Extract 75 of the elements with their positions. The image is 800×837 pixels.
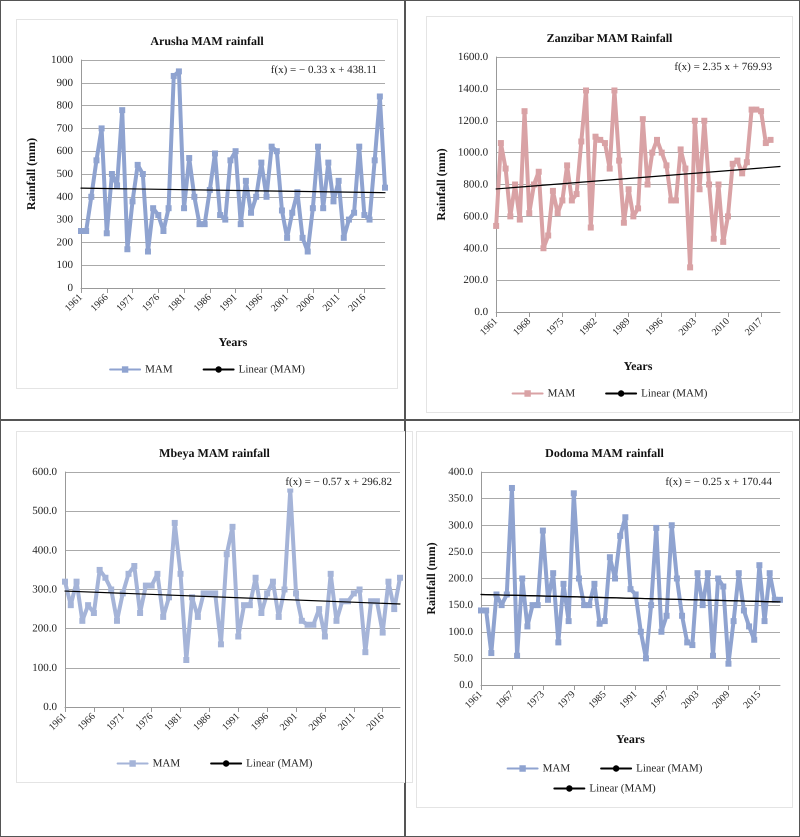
- x-tick-label: 2001: [269, 292, 291, 314]
- legend-label: Linear (MAM): [238, 364, 306, 376]
- x-axis-title: Years: [616, 732, 646, 746]
- y-tick-label: 100.0: [448, 626, 474, 638]
- x-tick-label: 2001: [278, 711, 300, 734]
- y-tick-label: 300.0: [448, 519, 474, 532]
- y-tick-label: 200.0: [463, 274, 489, 286]
- y-tick-label: 1400.0: [458, 82, 489, 95]
- x-tick-label: 2011: [336, 711, 358, 733]
- x-tick-label: 2011: [320, 292, 343, 314]
- y-tick-label: 0.0: [459, 679, 474, 691]
- y-tick-label: 600: [56, 145, 74, 158]
- legend-label: Linear (MAM): [636, 762, 703, 774]
- legend-label: MAM: [542, 762, 570, 774]
- y-axis-title: Rainfall (mm): [424, 542, 438, 615]
- y-tick-label: 600.0: [463, 210, 489, 222]
- x-axis-title: Years: [218, 335, 248, 349]
- x-tick-label: 1981: [166, 292, 188, 314]
- y-axis-title: Rainfall (mm): [434, 148, 448, 221]
- x-tick-label: 1971: [114, 292, 136, 314]
- legend-label: MAM: [152, 758, 180, 770]
- x-tick-label: 1961: [46, 711, 69, 734]
- y-tick-label: 300.0: [32, 584, 58, 596]
- x-tick-label: 1991: [218, 292, 240, 314]
- legend-label: MAM: [145, 364, 173, 376]
- annotation: f(x) = − 0.57 x + 296.82: [285, 476, 392, 488]
- y-tick-label: 1000: [51, 54, 74, 66]
- x-tick-label: 1991: [618, 689, 640, 712]
- y-tick-label: 50.0: [454, 652, 474, 664]
- y-tick-label: 500: [56, 168, 74, 180]
- annotation: f(x) = − 0.33 x + 438.11: [270, 64, 377, 76]
- y-tick-label: 800.0: [463, 178, 489, 190]
- y-tick-label: 0.0: [474, 306, 489, 318]
- chart-title: Mbeya MAM rainfall: [159, 446, 270, 460]
- y-tick-label: 350.0: [448, 492, 474, 505]
- y-tick-label: 800: [56, 100, 74, 112]
- y-axis-title: Rainfall (mm): [24, 138, 38, 210]
- y-tick-label: 200.0: [448, 572, 474, 584]
- legend-label: Linear (MAM): [246, 758, 313, 770]
- legend-label: Linear (MAM): [589, 782, 656, 794]
- chart-title: Zanzibar MAM Rainfall: [546, 31, 674, 45]
- y-tick-label: 150.0: [448, 599, 474, 612]
- y-tick-label: 400.0: [32, 544, 58, 556]
- x-tick-label: 1968: [511, 316, 534, 338]
- y-tick-label: 400.0: [448, 466, 474, 478]
- x-tick-label: 1981: [162, 711, 184, 734]
- x-axis-title: Years: [624, 359, 653, 373]
- y-tick-label: 200.0: [32, 622, 58, 635]
- y-tick-label: 400.0: [463, 242, 489, 254]
- annotation: f(x) = 2.35 x + 769.93: [674, 61, 772, 73]
- y-tick-label: 500.0: [32, 505, 58, 518]
- chart-title: Dodoma MAM rainfall: [545, 446, 664, 460]
- x-tick-label: 1961: [478, 316, 500, 338]
- x-tick-label: 1961: [62, 292, 85, 314]
- x-tick-label: 1971: [104, 711, 127, 734]
- y-tick-label: 250.0: [448, 546, 474, 558]
- y-tick-label: 0: [68, 282, 74, 294]
- legend-label: Linear (MAM): [641, 388, 708, 400]
- y-tick-label: 900: [56, 76, 74, 89]
- y-tick-label: 0.0: [43, 701, 58, 713]
- y-tick-label: 1200.0: [458, 114, 489, 127]
- y-tick-label: 1600.0: [458, 51, 489, 63]
- annotation: f(x) = − 0.25 x + 170.44: [665, 476, 772, 488]
- y-tick-label: 100: [56, 259, 74, 272]
- y-tick-label: 100.0: [32, 662, 58, 674]
- y-tick-label: 600.0: [32, 466, 58, 478]
- y-tick-label: 700: [56, 122, 74, 134]
- y-tick-label: 1000.0: [458, 146, 489, 159]
- y-tick-label: 300: [56, 214, 74, 226]
- x-tick-label: 1991: [220, 711, 242, 734]
- y-tick-label: 400: [56, 190, 74, 203]
- y-tick-label: 200: [56, 236, 74, 248]
- x-tick-label: 1961: [462, 689, 485, 712]
- chart-title: Arusha MAM rainfall: [150, 34, 264, 48]
- legend-label: MAM: [548, 388, 576, 400]
